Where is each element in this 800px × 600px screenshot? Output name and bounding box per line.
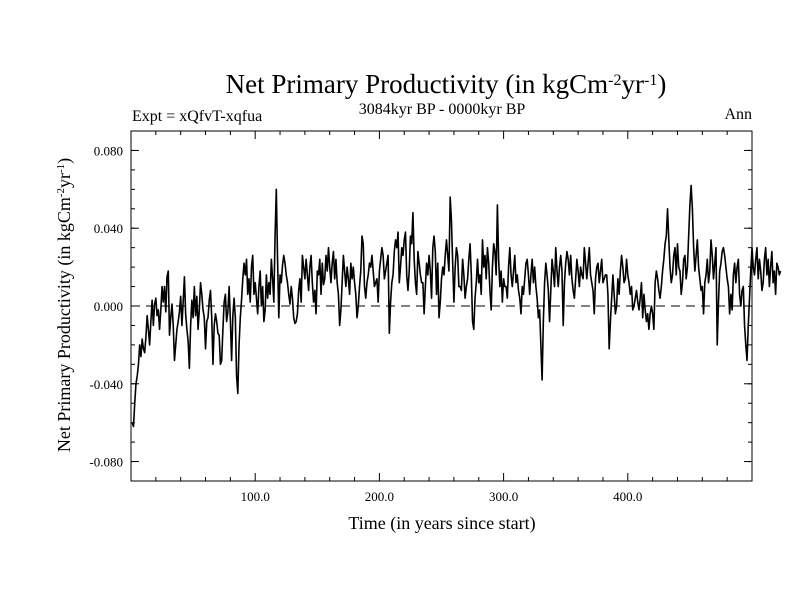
x-tick-label: 300.0 — [489, 489, 518, 504]
season-label: Ann — [724, 106, 752, 123]
x-tick-label: 200.0 — [365, 489, 394, 504]
npp-series-line — [131, 184, 782, 428]
y-tick-label: 0.000 — [94, 299, 123, 314]
tick-labels: 0.080 0.040 0.000 -0.040 -0.080 100.0 200.0 300… — [89, 143, 642, 504]
plot-frame — [130, 130, 753, 482]
x-tick-label: 100.0 — [241, 489, 270, 504]
subtitle: 3084kyr BP - 0000kyr BP — [359, 101, 526, 118]
experiment-label: Expt = xQfvT-xqfua — [132, 108, 262, 125]
tick-marks — [131, 131, 752, 481]
y-axis-label: Net Primary Productivity (in kgCm-2yr-1) — [54, 158, 75, 452]
y-tick-label: 0.080 — [94, 143, 123, 158]
y-tick-label: -0.080 — [89, 455, 123, 470]
y-tick-label: 0.040 — [94, 221, 123, 236]
x-axis-label: Time (in years since start) — [348, 513, 535, 534]
y-tick-label: -0.040 — [89, 377, 123, 392]
x-tick-label: 400.0 — [613, 489, 642, 504]
chart-title: Net Primary Productivity (in kgCm-2yr-1) — [226, 69, 667, 99]
data-series — [131, 184, 782, 428]
